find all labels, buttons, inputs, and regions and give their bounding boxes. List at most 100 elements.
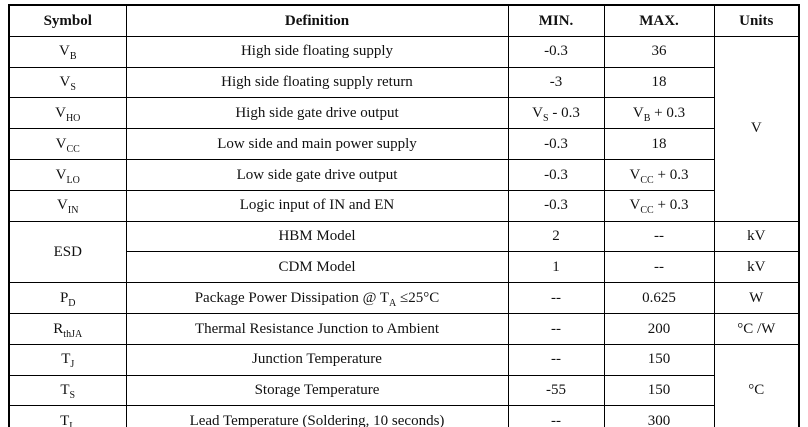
symbol-cell: VS (8, 66, 127, 99)
min-sub: S (543, 113, 549, 125)
symbol-sub: S (69, 390, 76, 402)
min-post: - 0.3 (548, 105, 580, 122)
min-value: -- (551, 289, 561, 306)
table-row: TJ Junction Temperature -- 150 °C (8, 343, 800, 427)
definition-text: Storage Temperature (254, 382, 380, 399)
definition-text: HBM Model (278, 228, 356, 245)
units-cell: °C (713, 343, 800, 427)
max-value: 18 (651, 74, 667, 91)
symbol-cell: TJ (8, 343, 127, 376)
header-min: MIN. (507, 4, 605, 37)
max-sub: CC (640, 205, 654, 217)
max-value: V (629, 166, 641, 183)
definition-text: High side gate drive output (235, 105, 399, 122)
min-cell: -- (507, 405, 605, 427)
max-cell: 18 (603, 66, 715, 99)
max-cell: 0.625 (603, 282, 715, 314)
min-cell: -0.3 (507, 189, 605, 222)
max-post: + 0.3 (653, 197, 689, 214)
symbol-cell: ESD (8, 220, 127, 284)
header-symbol: Symbol (8, 4, 127, 37)
table-row: ESD HBM Model 2 -- kV (8, 220, 800, 284)
definition-cell: Low side and main power supply (125, 128, 509, 160)
definition-sub: A (389, 297, 397, 309)
max-cell: 18 (603, 128, 715, 160)
max-cell: 150 (603, 343, 715, 376)
min-value: -0.3 (544, 166, 568, 183)
min-value: -0.3 (544, 197, 568, 214)
definition-text: Low side gate drive output (236, 166, 398, 183)
symbol-base: V (55, 135, 67, 152)
definition-cell: High side floating supply return (125, 66, 509, 99)
symbol-sub: D (68, 297, 76, 309)
max-cell: VB + 0.3 (603, 97, 715, 130)
header-definition: Definition (125, 4, 509, 37)
symbol-sub: B (69, 51, 77, 63)
min-cell: -- (507, 282, 605, 314)
symbol-base: P (59, 289, 69, 306)
table-row: VS High side floating supply return -3 1… (8, 66, 799, 99)
table-row: VLO Low side gate drive output -0.3 VCC … (8, 158, 799, 191)
symbol-cell: VB (8, 35, 127, 68)
symbol-sub: IN (67, 205, 79, 217)
min-value: -3 (549, 74, 563, 91)
min-value: -0.3 (544, 135, 568, 152)
min-value: V (532, 105, 544, 122)
max-value: -- (654, 259, 664, 276)
min-value: 2 (552, 228, 560, 245)
definition-cell: HBM Model (125, 220, 509, 253)
max-value: 36 (651, 43, 667, 60)
symbol-cell: VLO (8, 158, 127, 191)
symbol-sub: S (70, 82, 76, 94)
symbol-base: V (58, 43, 70, 60)
min-cell: VS - 0.3 (507, 97, 605, 130)
definition-cell: High side floating supply (125, 35, 509, 68)
symbol-base: V (55, 105, 66, 122)
definition-cell: Lead Temperature (Soldering, 10 seconds) (125, 405, 509, 427)
table-row: VB High side floating supply -0.3 36 V (8, 35, 800, 222)
definition-cell: Thermal Resistance Junction to Ambient (125, 312, 509, 345)
min-cell: 2 (507, 220, 605, 253)
symbol-sub: CC (66, 143, 80, 155)
table-row: PD Package Power Dissipation @ TA ≤25°C … (8, 282, 800, 314)
max-value: 150 (647, 351, 671, 368)
symbol-base: T (61, 351, 71, 368)
symbol-sub: L (69, 421, 76, 427)
units-cell: V (713, 35, 800, 222)
definition-text: CDM Model (278, 259, 356, 276)
min-value: -55 (546, 382, 566, 399)
definition-cell: Package Power Dissipation @ TA ≤25°C (125, 282, 509, 314)
symbol-cell: VHO (8, 97, 127, 130)
table-row: RthJA Thermal Resistance Junction to Amb… (8, 312, 800, 345)
min-value: -0.3 (544, 43, 568, 60)
symbol-cell: VCC (8, 128, 127, 160)
symbol-cell: TS (8, 374, 127, 407)
units-cell: °C /W (713, 312, 800, 345)
min-cell: -- (507, 312, 605, 345)
table-row: TL Lead Temperature (Soldering, 10 secon… (8, 405, 799, 427)
symbol-base: R (53, 320, 64, 337)
min-cell: 1 (507, 251, 605, 284)
max-cell: VCC + 0.3 (603, 189, 715, 222)
header-max: MAX. (603, 4, 715, 37)
max-value: 200 (647, 320, 671, 337)
min-cell: -0.3 (507, 158, 605, 191)
symbol-base: T (60, 382, 70, 399)
min-value: 1 (552, 259, 560, 276)
symbol-sub: J (70, 359, 75, 371)
max-value: 150 (647, 382, 671, 399)
symbol-base: V (57, 197, 68, 214)
symbol-base: V (55, 166, 67, 183)
symbol-base: T (60, 413, 70, 427)
symbol-sub: LO (66, 174, 80, 186)
max-value: 0.625 (642, 289, 676, 306)
max-cell: -- (603, 220, 715, 253)
table-row: CDM Model 1 -- kV (9, 251, 800, 284)
symbol-cell: PD (8, 282, 127, 314)
definition-text: High side floating supply return (221, 74, 413, 91)
max-value: V (629, 197, 641, 214)
max-value: V (632, 105, 644, 122)
max-cell: VCC + 0.3 (603, 158, 715, 191)
max-cell: 300 (603, 405, 715, 427)
definition-text: Lead Temperature (Soldering, 10 seconds) (189, 413, 445, 427)
